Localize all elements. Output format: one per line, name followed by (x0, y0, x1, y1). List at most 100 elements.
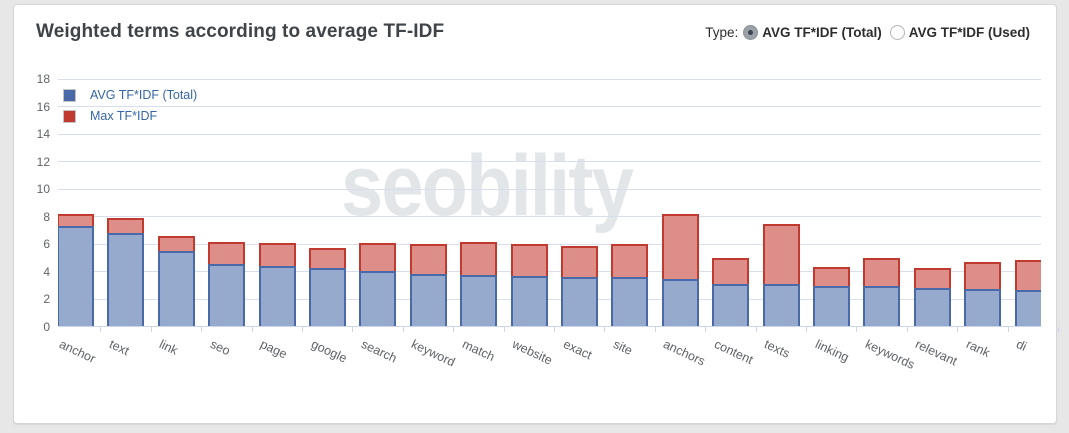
x-axis-tick (1058, 327, 1059, 332)
bar-max-tfidf-exact[interactable] (561, 245, 598, 278)
x-tick-label-anchors: anchors (661, 337, 708, 369)
bar-avg-tfidf-relevant[interactable] (913, 287, 951, 326)
bar-avg-tfidf-search[interactable] (359, 270, 397, 326)
gridline (58, 298, 1041, 300)
bar-max-tfidf-match[interactable] (460, 242, 498, 276)
gridline (58, 79, 1041, 80)
gridline (58, 133, 1041, 135)
bar-avg-tfidf-page[interactable] (258, 266, 296, 326)
tfidf-bar-chart: 0 2 4 6 8 10 12 14 16 18 seobility anchor text link… (14, 5, 1059, 425)
gridline (58, 216, 1041, 218)
bar-avg-tfidf-anchors[interactable] (661, 278, 699, 326)
legend-label[interactable]: Max TF*IDF (90, 109, 158, 123)
bar-max-tfidf-search[interactable] (359, 242, 397, 271)
radio-option-label[interactable]: AVG TF*IDF (Total) (762, 25, 882, 40)
legend-item-max[interactable]: Max TF*IDF (63, 109, 197, 123)
x-tick-label-exact: exact (560, 337, 594, 363)
bar-max-tfidf-linking[interactable] (813, 267, 850, 286)
bar-avg-tfidf-content[interactable] (712, 284, 750, 326)
bar-max-tfidf-link[interactable] (157, 236, 195, 252)
x-tick-label-texts: texts (762, 337, 793, 361)
bar-max-tfidf-text[interactable] (107, 218, 145, 234)
x-axis-tick (604, 327, 606, 332)
bar-avg-tfidf-seo[interactable] (208, 263, 246, 326)
x-axis-tick (251, 327, 253, 332)
y-tick-label: 8 (43, 209, 50, 224)
radio-icon[interactable] (743, 25, 759, 40)
seobility-watermark: seobility (341, 138, 634, 234)
radio-option-label[interactable]: AVG TF*IDF (Used) (908, 25, 1030, 40)
bar-max-tfidf-keywords[interactable] (863, 258, 901, 287)
gridline (58, 271, 1041, 273)
x-axis-tick (352, 327, 354, 332)
radio-icon[interactable] (889, 25, 905, 40)
bar-avg-tfidf-texts[interactable] (762, 284, 800, 326)
type-label: Type: (705, 25, 739, 40)
x-axis-tick (554, 327, 555, 332)
x-tick-label-content: content (711, 337, 755, 368)
bar-avg-tfidf-keywords[interactable] (863, 286, 901, 326)
x-axis-tick (453, 327, 455, 332)
bar-max-tfidf-content[interactable] (712, 258, 750, 285)
chart-card: Weighted terms according to average TF-I… (13, 4, 1059, 425)
bar-max-tfidf-website[interactable] (510, 244, 548, 277)
radio-option-used[interactable]: AVG TF*IDF (Used) (889, 25, 1030, 40)
bar-avg-tfidf-match[interactable] (460, 275, 498, 326)
x-tick-label-di: di (1014, 337, 1029, 354)
bar-avg-tfidf-keyword[interactable] (409, 273, 447, 326)
bar-avg-tfidf-link[interactable] (157, 251, 195, 326)
bar-avg-tfidf-di[interactable] (1014, 289, 1041, 326)
bar-max-tfidf-di[interactable] (1014, 260, 1041, 290)
gridline (58, 188, 1041, 190)
bar-max-tfidf-page[interactable] (258, 242, 296, 267)
bar-avg-tfidf-google[interactable] (309, 267, 346, 326)
x-tick-label-linking: linking (812, 337, 851, 365)
bar-max-tfidf-seo[interactable] (208, 241, 246, 264)
x-axis-tick (201, 327, 203, 332)
bar-avg-tfidf-exact[interactable] (561, 277, 598, 326)
x-tick-label-website: website (510, 337, 555, 368)
bar-avg-tfidf-rank[interactable] (964, 289, 1002, 326)
bar-avg-tfidf-site[interactable] (611, 277, 649, 326)
bar-max-tfidf-anchors[interactable] (661, 214, 699, 279)
bar-avg-tfidf-website[interactable] (510, 276, 548, 326)
radio-option-total[interactable]: AVG TF*IDF (Total) (743, 25, 882, 40)
x-axis-tick (150, 327, 152, 332)
x-tick-label-text: text (106, 337, 132, 359)
bar-avg-tfidf-anchor[interactable] (58, 226, 94, 326)
bar-max-tfidf-keyword[interactable] (409, 244, 447, 274)
gridline (58, 243, 1041, 245)
x-axis-tick (402, 327, 404, 332)
y-tick-label: 2 (43, 292, 50, 307)
bar-avg-tfidf-text[interactable] (107, 233, 145, 326)
x-axis-labels: anchor text link seo page google search keyword… (58, 327, 1062, 399)
x-axis-tick (302, 327, 303, 332)
gridline (58, 106, 1041, 108)
x-tick-label-link: link (157, 337, 181, 358)
y-tick-label: 10 (36, 182, 50, 197)
x-axis-tick (100, 327, 102, 332)
y-tick-label: 6 (43, 237, 50, 252)
plot-area: seobility (58, 79, 1041, 327)
x-axis-tick (503, 327, 505, 332)
bar-max-tfidf-google[interactable] (309, 247, 346, 268)
x-axis-tick (856, 327, 858, 332)
bar-max-tfidf-site[interactable] (611, 243, 649, 278)
legend-label[interactable]: AVG TF*IDF (Total) (90, 88, 198, 102)
bar-avg-tfidf-linking[interactable] (813, 285, 850, 326)
x-tick-label-relevant: relevant (913, 337, 960, 369)
type-selector: Type: AVG TF*IDF (Total) AVG TF*IDF (Use… (705, 25, 1038, 40)
bar-max-tfidf-relevant[interactable] (913, 267, 951, 288)
x-axis-tick (1007, 327, 1009, 332)
x-tick-label-keywords: keywords (862, 337, 917, 373)
y-axis-labels: 0 2 4 6 8 10 12 14 16 18 (18, 72, 50, 334)
legend-item-avg-total[interactable]: AVG TF*IDF (Total) (63, 88, 197, 102)
bar-max-tfidf-texts[interactable] (762, 223, 800, 285)
x-axis-tick (806, 327, 807, 332)
bar-max-tfidf-rank[interactable] (964, 262, 1002, 290)
bar-max-tfidf-anchor[interactable] (58, 214, 94, 227)
x-tick-label-google: google (308, 337, 349, 366)
y-tick-label: 18 (36, 72, 50, 86)
y-tick-label: 0 (43, 320, 50, 334)
x-tick-label-search: search (358, 337, 399, 366)
